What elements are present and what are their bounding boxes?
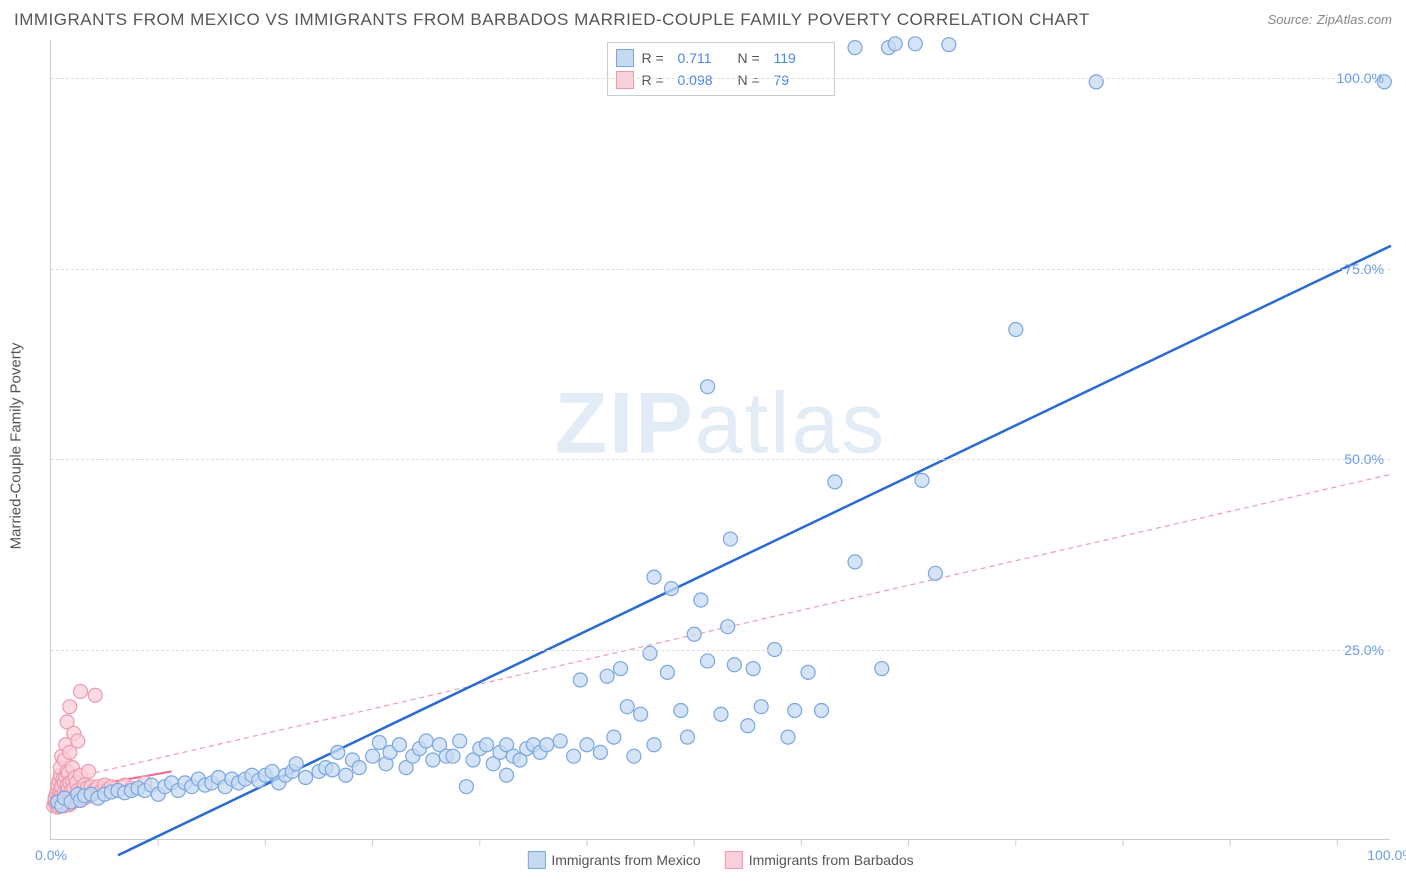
legend-item-mexico: Immigrants from Mexico	[527, 851, 700, 869]
swatch-mexico-icon	[527, 851, 545, 869]
swatch-barbados-icon	[725, 851, 743, 869]
chart-title: IMMIGRANTS FROM MEXICO VS IMMIGRANTS FRO…	[14, 10, 1090, 30]
legend-row-barbados: R = 0.098 N = 79	[616, 69, 826, 91]
n-value-mexico: 119	[774, 50, 826, 66]
gridline-h	[51, 269, 1390, 270]
legend-row-mexico: R = 0.711 N = 119	[616, 47, 826, 69]
legend-label-mexico: Immigrants from Mexico	[551, 852, 700, 868]
swatch-barbados	[616, 71, 634, 89]
x-tick-label: 0.0%	[35, 847, 67, 863]
scatter-plot	[51, 40, 1390, 839]
y-axis-label: Married-Couple Family Poverty	[8, 343, 25, 550]
source-label: Source:	[1268, 12, 1313, 27]
source-value: ZipAtlas.com	[1317, 12, 1392, 27]
r-label: R =	[642, 50, 670, 66]
y-tick-label: 50.0%	[1344, 451, 1384, 467]
gridline-h	[51, 650, 1390, 651]
n-label-b: N =	[738, 72, 766, 88]
gridline-h	[51, 78, 1390, 79]
source: Source: ZipAtlas.com	[1268, 11, 1392, 29]
r-label: R =	[642, 72, 670, 88]
y-tick-label: 25.0%	[1344, 642, 1384, 658]
legend-label-barbados: Immigrants from Barbados	[749, 852, 914, 868]
n-value-barbados: 79	[774, 72, 826, 88]
correlation-legend: R = 0.711 N = 119 R = 0.098 N = 79	[607, 42, 835, 96]
x-tick-label: 100.0%	[1367, 847, 1406, 863]
n-label: N =	[738, 50, 766, 66]
y-tick-label: 75.0%	[1344, 261, 1384, 277]
series-legend: Immigrants from Mexico Immigrants from B…	[527, 851, 913, 869]
plot-area: ZIPatlas R = 0.711 N = 119 R = 0.098 N =…	[50, 40, 1390, 840]
swatch-mexico	[616, 49, 634, 67]
gridline-h	[51, 459, 1390, 460]
y-tick-label: 100.0%	[1337, 70, 1384, 86]
r-value-mexico: 0.711	[678, 50, 730, 66]
legend-item-barbados: Immigrants from Barbados	[725, 851, 914, 869]
r-value-barbados: 0.098	[678, 72, 730, 88]
title-bar: IMMIGRANTS FROM MEXICO VS IMMIGRANTS FRO…	[14, 10, 1392, 30]
